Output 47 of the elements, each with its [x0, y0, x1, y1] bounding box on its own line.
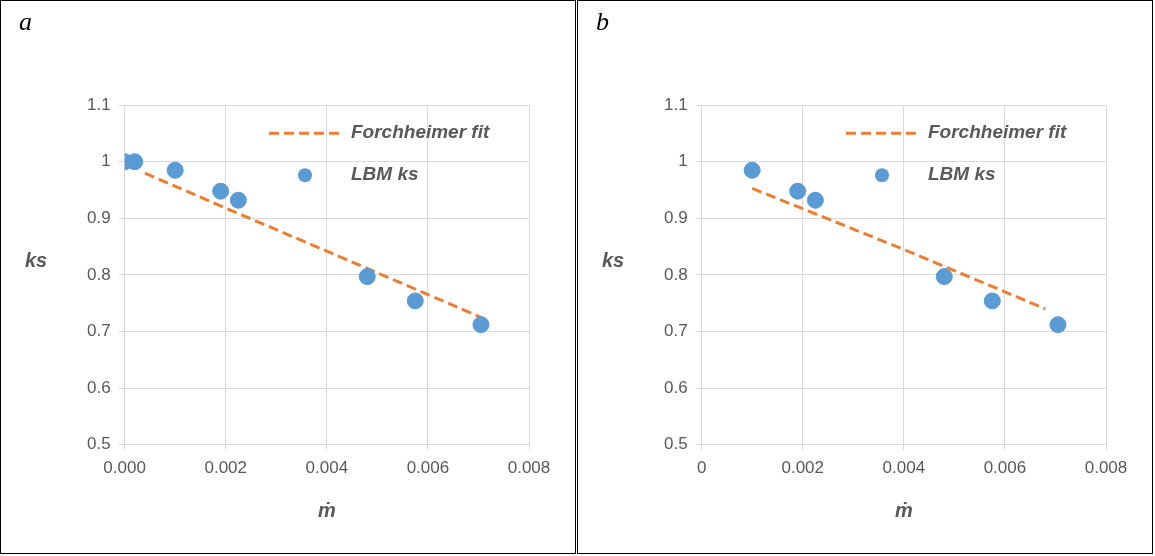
x-tick-label: 0.004 — [882, 458, 926, 478]
point — [472, 316, 490, 334]
x-tick-label: 0.002 — [204, 458, 247, 478]
point — [935, 268, 953, 286]
y-tick-label: 0.6 — [663, 377, 688, 397]
y-tick-label: 0.6 — [86, 377, 111, 397]
legend-label: LBM ks — [928, 163, 996, 185]
y-tick-label: 1.1 — [86, 94, 111, 114]
x-tick-label: 0.000 — [103, 458, 146, 478]
point — [358, 268, 376, 286]
x-tick-label: 0.006 — [406, 458, 450, 478]
point — [806, 191, 824, 209]
y-tick-label: 1.1 — [663, 94, 688, 114]
legend-label: LBM ks — [351, 163, 419, 185]
chart-title: a — [19, 7, 32, 37]
chart-title: b — [596, 7, 609, 37]
y-tick-label: 1 — [678, 151, 688, 171]
point — [983, 292, 1001, 310]
point — [743, 161, 761, 179]
y-tick-label: 0.5 — [86, 434, 111, 454]
legend-label: Forchheimer fit — [928, 121, 1067, 143]
x-tick-label: 0.006 — [983, 458, 1027, 478]
x-axis-title: ṁ — [894, 498, 913, 521]
y-axis-title: ks — [602, 249, 625, 272]
y-tick-label: 0.9 — [86, 208, 111, 228]
y-tick-label: 0.7 — [86, 321, 111, 341]
y-tick-label: 0.9 — [663, 208, 688, 228]
x-tick-label: 0 — [696, 458, 707, 478]
point — [212, 182, 230, 200]
x-tick-label: 0.002 — [781, 458, 824, 478]
y-tick-label: 0.8 — [86, 264, 111, 284]
y-tick-label: 1 — [101, 151, 111, 171]
line-series — [750, 186, 1047, 311]
x-tick-label: 0.004 — [305, 458, 349, 478]
point — [406, 292, 424, 310]
x-axis-title: ṁ — [317, 498, 336, 521]
point — [229, 191, 247, 209]
y-axis-title: ks — [25, 249, 48, 272]
point — [789, 182, 807, 200]
point — [1049, 316, 1067, 334]
y-tick-label: 0.7 — [663, 321, 688, 341]
x-tick-label: 0.008 — [1084, 458, 1128, 478]
point — [166, 161, 184, 179]
legend-label: Forchheimer fit — [351, 121, 490, 143]
y-tick-label: 0.8 — [663, 264, 688, 284]
y-tick-label: 0.5 — [663, 434, 688, 454]
x-tick-label: 0.008 — [507, 458, 551, 478]
